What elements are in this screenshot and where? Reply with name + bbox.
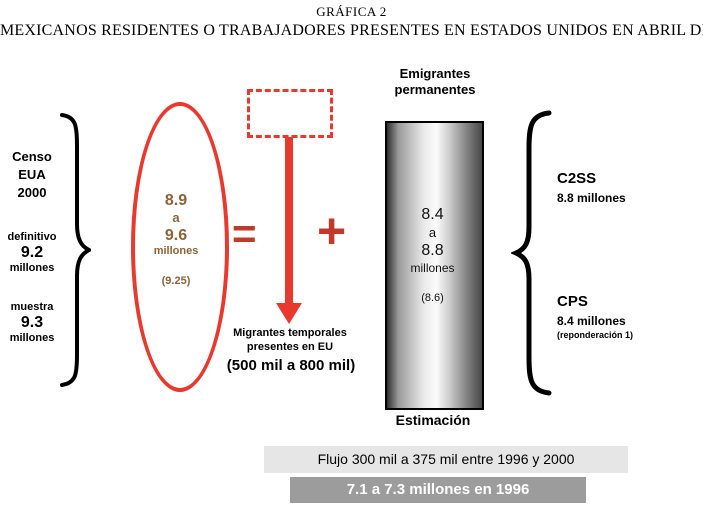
census-sample-value: 9.3	[20, 313, 44, 331]
estimation-caption: Estimación	[395, 412, 471, 428]
cps-note: (reponderación 1)	[557, 330, 634, 340]
ellipse-midpoint: (9.25)	[161, 275, 191, 288]
ellipse-value-bottom: 9.6	[164, 226, 188, 244]
c2ss-value: 8.8 millones	[557, 191, 626, 205]
bar-connector: a	[428, 225, 437, 240]
down-arrow-head	[276, 303, 302, 324]
flow-note-bar: Flujo 300 mil a 375 mil entre 1996 y 200…	[264, 446, 628, 473]
bar-midpoint: (8.6)	[421, 292, 444, 305]
figure-number: GRÁFICA 2	[316, 4, 387, 19]
bar-value-top: 8.4	[421, 206, 444, 223]
sources-brace	[511, 110, 552, 396]
range-ellipse	[131, 102, 229, 392]
ellipse-value-top: 8.9	[164, 192, 188, 209]
figure-title: MEXICANOS RESIDENTES O TRABAJADORES PRES…	[0, 22, 703, 39]
census-brace	[60, 113, 91, 387]
total-1996-bar: 7.1 a 7.3 millones en 1996	[290, 477, 586, 503]
census-definitive: definitivo 9.2 millones	[0, 231, 64, 275]
census-sample: muestra 9.3 millones	[0, 301, 64, 345]
census-definitive-label: definitivo	[7, 231, 57, 243]
cps-value: 8.4 millones	[557, 314, 626, 328]
temporary-migrants-range: (500 mil a 800 mil)	[226, 357, 356, 374]
census-definitive-unit: millones	[9, 262, 55, 275]
plus-sign: +	[317, 203, 347, 259]
dashed-box	[247, 89, 333, 138]
equals-sign: =	[232, 210, 257, 257]
estimate-bar	[385, 121, 484, 410]
estimate-bar-text: 8.4 a 8.8 millones (8.6)	[385, 205, 480, 306]
cps-label: CPS	[557, 293, 588, 310]
census-definitive-value: 9.2	[20, 243, 44, 261]
permanent-emigrants-heading: Emigrantes permanentes	[394, 66, 476, 97]
ellipse-unit: millones	[153, 244, 199, 257]
down-arrow-shaft	[285, 137, 293, 305]
temporary-migrants-label: Migrantes temporales presentes en EU	[233, 327, 347, 353]
bar-value-bottom: 8.8	[421, 242, 444, 260]
census-title: Censo EUA 2000	[12, 149, 52, 201]
c2ss-label: C2SS	[557, 170, 597, 187]
range-ellipse-text: 8.9 a 9.6 millones (9.25)	[131, 191, 221, 288]
census-sample-unit: millones	[9, 332, 55, 345]
bar-unit: millones	[410, 261, 455, 276]
census-sample-label: muestra	[10, 301, 54, 313]
ellipse-connector: a	[172, 210, 180, 226]
